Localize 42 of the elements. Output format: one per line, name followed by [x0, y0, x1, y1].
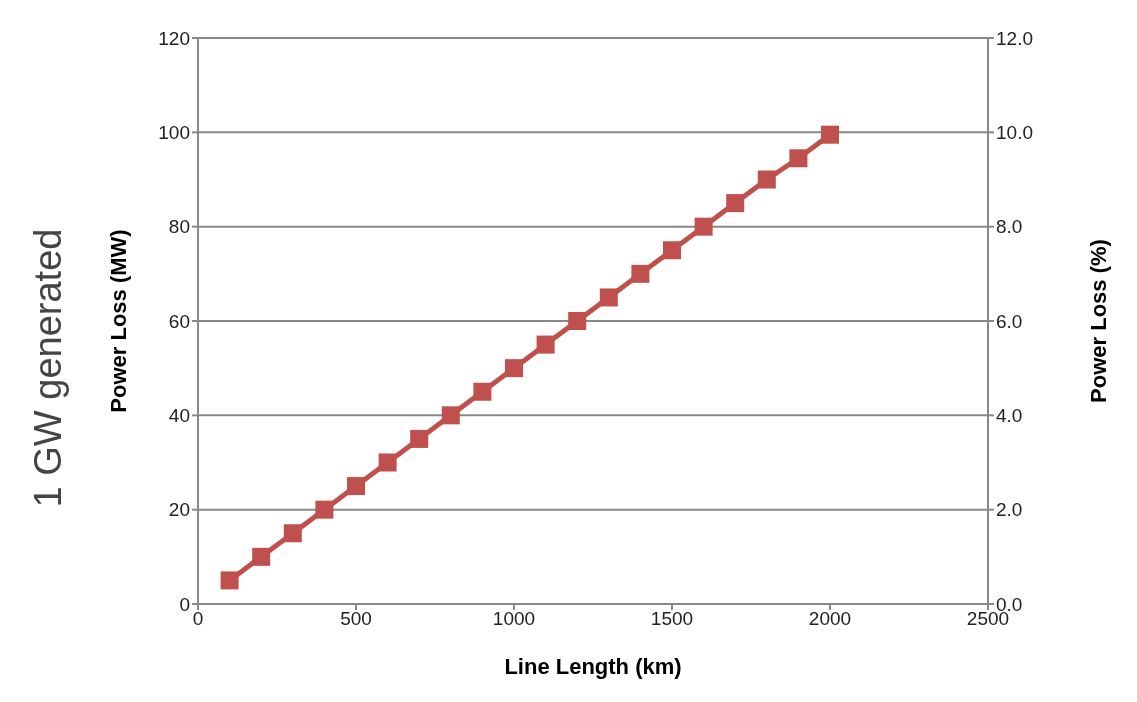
y2-tick-label: 2.0 — [996, 499, 1023, 521]
text: 1 GW generated — [26, 228, 70, 508]
point — [473, 382, 492, 401]
y2-tick-label: 4.0 — [996, 405, 1023, 427]
y2-tick-label: 8.0 — [996, 216, 1023, 238]
point — [220, 571, 239, 590]
point — [410, 429, 429, 448]
point — [347, 477, 365, 496]
point — [315, 500, 334, 519]
point — [505, 359, 523, 378]
point — [568, 312, 587, 330]
y-tick-label: 60 — [168, 310, 190, 332]
point — [441, 406, 460, 425]
point — [726, 194, 745, 213]
x-tick-label: 1500 — [650, 608, 694, 630]
point — [789, 149, 808, 168]
y2-tick-label: 12.0 — [996, 27, 1033, 49]
x-tick-label: 0 — [192, 608, 204, 630]
point — [599, 288, 618, 307]
point — [283, 524, 302, 543]
x-axis-title: Line Length (km) — [504, 654, 682, 679]
y-tick-label: 100 — [158, 122, 190, 144]
point — [378, 453, 397, 472]
y2-tick-label: 6.0 — [996, 310, 1023, 332]
point — [252, 547, 271, 566]
y-tick-label: 0 — [179, 593, 190, 615]
y-tick-label: 120 — [158, 27, 190, 49]
y-axis-title: Power Loss (MW) — [105, 229, 131, 413]
x-tick-label: 2000 — [808, 608, 852, 630]
x-tick-label: 500 — [340, 608, 372, 630]
y-tick-label: 20 — [168, 499, 190, 521]
y2-tick-label: 10.0 — [996, 122, 1033, 144]
point — [663, 241, 681, 260]
point — [631, 264, 650, 283]
y-tick-label: 80 — [168, 216, 190, 238]
y-tick-label: 40 — [168, 405, 190, 427]
x-tick-label: 1000 — [492, 608, 536, 630]
y2-axis-title: Power Loss (%) — [1085, 239, 1111, 403]
point — [821, 125, 839, 144]
point — [536, 335, 555, 354]
point — [757, 170, 776, 189]
point — [694, 217, 713, 236]
